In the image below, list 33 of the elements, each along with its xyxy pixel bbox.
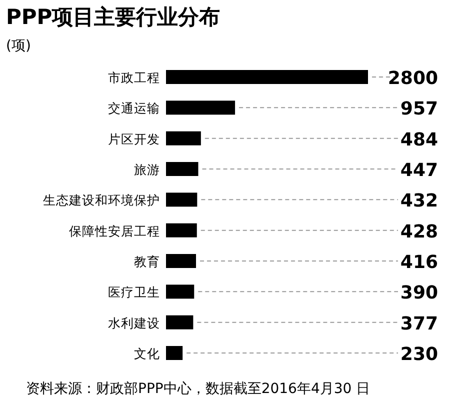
y-tick-label: 教育 (134, 254, 160, 269)
bar (166, 192, 198, 207)
bar (166, 284, 194, 299)
y-tick-label: 文化 (134, 346, 160, 361)
bar (166, 315, 194, 330)
bar (166, 100, 236, 115)
y-tick-label: 生态建设和环境保护 (43, 192, 160, 208)
data-label: 428 (400, 221, 438, 242)
y-tick-label: 旅游 (134, 162, 160, 177)
bar (166, 162, 198, 176)
chart-title: PPP项目主要行业分布 (6, 5, 220, 29)
bar (166, 346, 183, 360)
annotation: 资料来源：财政部PPP中心，数据截至2016年4月30 日 (26, 381, 370, 397)
data-label: 390 (400, 282, 438, 304)
y-tick-label: 保障性安居工程 (69, 223, 160, 238)
bar (166, 254, 196, 268)
text: (项) (6, 38, 31, 54)
data-label: 2800 (388, 68, 438, 89)
bar (166, 223, 197, 238)
y-tick-label: 医疗卫生 (108, 284, 160, 300)
y-tick-label: 交通运输 (108, 100, 160, 116)
y-tick-label: 市政工程 (108, 70, 160, 85)
data-label: 416 (400, 252, 438, 273)
data-label: 432 (400, 190, 438, 212)
data-label: 447 (400, 160, 438, 181)
data-label: 377 (400, 313, 438, 334)
y-tick-label: 片区开发 (108, 131, 160, 146)
data-label: 957 (400, 98, 438, 120)
data-label: 230 (400, 344, 438, 365)
data-label: 484 (400, 129, 438, 150)
bar (166, 131, 201, 146)
bar (166, 70, 368, 84)
y-tick-label: 水利建设 (108, 315, 160, 330)
